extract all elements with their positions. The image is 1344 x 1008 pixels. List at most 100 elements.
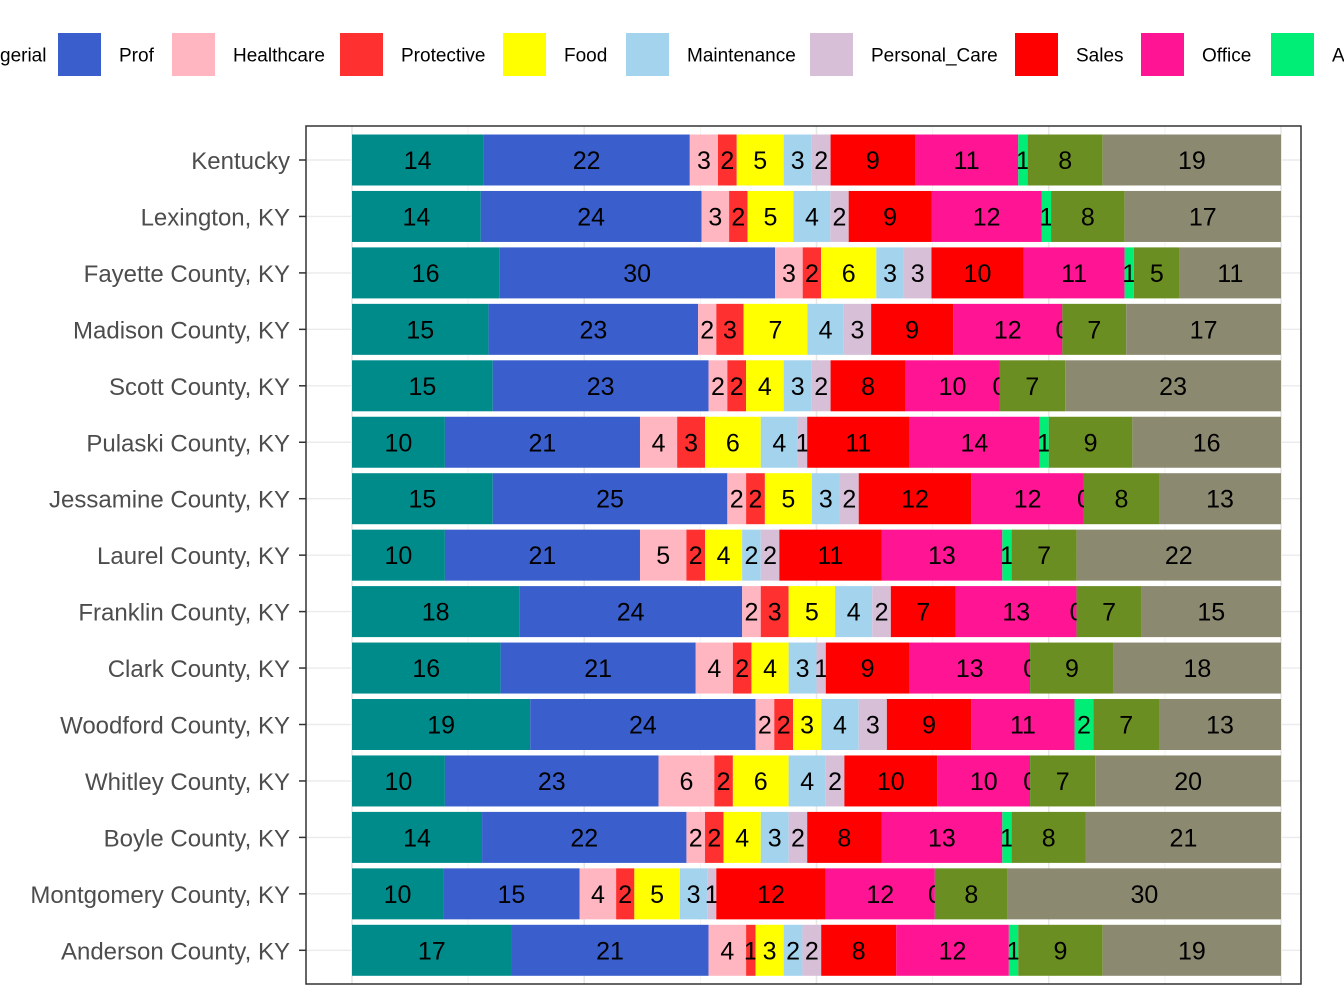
bar-value-label: 22 bbox=[570, 824, 598, 852]
bar-segment bbox=[1018, 924, 1103, 976]
bar-segment bbox=[844, 755, 938, 807]
bar-segment bbox=[1002, 811, 1012, 863]
legend-item: Prof bbox=[58, 33, 155, 76]
legend-key bbox=[172, 33, 215, 76]
bar-value-label: 2 bbox=[777, 712, 791, 740]
bar-segment bbox=[1093, 699, 1160, 750]
bar-segment bbox=[352, 586, 520, 638]
bar-segment bbox=[736, 134, 784, 186]
bar-value-label: 4 bbox=[800, 768, 814, 796]
bar-value-label: 10 bbox=[939, 373, 967, 401]
bar-segment bbox=[742, 586, 761, 638]
bar-segment bbox=[483, 134, 690, 186]
bar-segment bbox=[492, 473, 728, 525]
bar-segment bbox=[443, 868, 580, 920]
bar-value-label: 2 bbox=[875, 599, 889, 627]
bar-segment bbox=[931, 190, 1042, 242]
bar-value-label: 22 bbox=[1165, 542, 1193, 570]
bar-segment bbox=[751, 642, 789, 694]
bar-value-label: 15 bbox=[1197, 599, 1225, 627]
bar-value-label: 2 bbox=[711, 373, 725, 401]
bar-segment bbox=[788, 642, 817, 694]
bar-segment bbox=[746, 473, 765, 525]
bar-segment bbox=[1065, 360, 1281, 412]
bar-row: 17 21 4 1 3 2 2 8 12 1 9 19 bbox=[352, 924, 1281, 976]
bar-value-label: 14 bbox=[403, 824, 431, 852]
bar-value-label: 7 bbox=[1087, 316, 1101, 344]
bar-segment bbox=[352, 360, 493, 412]
bar-segment bbox=[727, 473, 747, 525]
bar-value-label: 5 bbox=[764, 203, 778, 231]
bar-value-label: 21 bbox=[529, 542, 557, 570]
bar-segment bbox=[352, 416, 445, 468]
bar-segment bbox=[830, 190, 849, 242]
bar-row: 14 24 3 2 5 4 2 9 12 1 8 17 bbox=[352, 190, 1281, 242]
bar-segment bbox=[816, 642, 826, 694]
bar-segment bbox=[1007, 868, 1281, 920]
bar-segment bbox=[971, 699, 1075, 750]
bar-value-label: 5 bbox=[781, 486, 795, 514]
bar-segment bbox=[444, 529, 640, 581]
y-tick-label: Boyle County, KY bbox=[104, 825, 290, 852]
bar-value-label: 1 bbox=[1000, 824, 1014, 852]
bar-value-label: 9 bbox=[922, 712, 936, 740]
bar-value-label: 3 bbox=[782, 260, 796, 288]
bar-segment bbox=[1133, 247, 1180, 299]
bar-value-label: 8 bbox=[1115, 486, 1129, 514]
bar-segment bbox=[1062, 303, 1127, 355]
y-tick-label: Woodford County, KY bbox=[60, 713, 290, 740]
bar-value-label: 21 bbox=[596, 937, 624, 965]
bar-segment bbox=[931, 247, 1024, 299]
bar-segment bbox=[746, 360, 784, 412]
legend-key bbox=[58, 33, 101, 76]
bar-segment bbox=[352, 247, 500, 299]
bar-segment bbox=[444, 755, 659, 807]
bar-segment bbox=[705, 529, 743, 581]
bar-segment bbox=[352, 811, 483, 863]
bar-value-label: 2 bbox=[786, 937, 800, 965]
bar-value-label: 3 bbox=[687, 881, 701, 909]
bar-segment bbox=[876, 247, 904, 299]
bar-segment bbox=[732, 642, 752, 694]
bar-value-label: 2 bbox=[814, 147, 828, 175]
bar-value-label: 3 bbox=[791, 373, 805, 401]
bar-segment bbox=[530, 699, 756, 750]
bar-value-label: 2 bbox=[814, 373, 828, 401]
bar-value-label: 2 bbox=[730, 486, 744, 514]
bar-segment bbox=[1048, 416, 1133, 468]
bar-value-label: 20 bbox=[1174, 768, 1202, 796]
bar-value-label: 11 bbox=[817, 542, 843, 570]
bar-segment bbox=[760, 586, 789, 638]
bar-value-label: 2 bbox=[791, 824, 805, 852]
bar-segment bbox=[858, 473, 972, 525]
bar-value-label: 9 bbox=[883, 203, 897, 231]
legend-key bbox=[503, 33, 546, 76]
bar-value-label: 24 bbox=[577, 203, 605, 231]
bar-segment bbox=[1051, 190, 1125, 242]
bar-segment bbox=[701, 190, 730, 242]
bar-value-label: 2 bbox=[618, 881, 632, 909]
bar-segment bbox=[839, 473, 859, 525]
y-tick-label: Madison County, KY bbox=[73, 317, 290, 344]
bar-value-label: 19 bbox=[1178, 147, 1206, 175]
bar-segment bbox=[1159, 699, 1281, 750]
bar-segment bbox=[1085, 811, 1281, 863]
bar-value-label: 8 bbox=[837, 824, 851, 852]
bar-value-label: 17 bbox=[418, 937, 446, 965]
legend-label: Prof bbox=[119, 46, 155, 67]
bar-segment bbox=[732, 755, 789, 807]
bar-value-label: 2 bbox=[689, 542, 703, 570]
legend-key bbox=[1271, 33, 1314, 76]
bar-value-label: 9 bbox=[905, 316, 919, 344]
bar-value-label: 16 bbox=[412, 260, 440, 288]
bar-value-label: 7 bbox=[1037, 542, 1051, 570]
bar-segment bbox=[830, 134, 916, 186]
bar-segment bbox=[905, 360, 1000, 412]
bar-segment bbox=[727, 360, 747, 412]
legend-item: Maintenance bbox=[626, 33, 796, 76]
bar-value-label: 2 bbox=[731, 203, 745, 231]
bar-value-label: 7 bbox=[1025, 373, 1039, 401]
bar-value-label: 12 bbox=[866, 881, 894, 909]
bar-value-label: 13 bbox=[1206, 486, 1234, 514]
